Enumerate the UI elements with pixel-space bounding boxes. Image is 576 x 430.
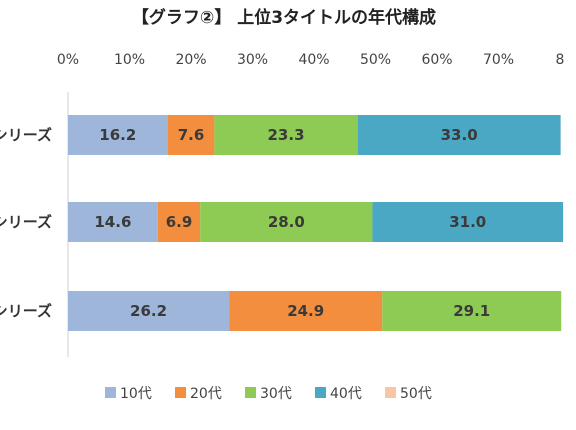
data-label: 7.6 — [178, 126, 205, 144]
category-label: シリーズ — [0, 213, 52, 231]
legend: 10代 20代 30代 40代 50代 — [105, 386, 432, 402]
data-label: 23.3 — [268, 126, 305, 144]
legend-label: 20代 — [190, 386, 222, 402]
category-label: シリーズ — [0, 302, 52, 320]
data-label: 31.0 — [449, 213, 486, 231]
bar-segment — [68, 291, 230, 331]
bar-segment — [157, 202, 201, 242]
data-label: 24.9 — [287, 302, 324, 320]
bar-segment — [372, 202, 564, 242]
x-tick-label: 20% — [175, 52, 206, 68]
x-tick-label: 50% — [360, 52, 391, 68]
bar-segment — [200, 202, 373, 242]
x-tick-label: 0% — [57, 52, 79, 68]
x-tick-label: 60% — [421, 52, 452, 68]
legend-swatch — [245, 387, 256, 398]
bar-segment — [229, 291, 383, 331]
chart-title: 【グラフ②】 上位3タイトルの年代構成 — [132, 7, 436, 28]
bar-segment — [68, 202, 158, 242]
data-label: 26.2 — [130, 302, 167, 320]
bar-segment — [68, 115, 168, 155]
x-tick-label: 30% — [237, 52, 268, 68]
bar-segment — [382, 291, 562, 331]
legend-label: 30代 — [260, 386, 292, 402]
bar-segment — [357, 115, 561, 155]
x-tick-label: 40% — [298, 52, 329, 68]
data-label: 16.2 — [99, 126, 136, 144]
bars: 16.2 7.6 23.3 33.0 14.6 6.9 28.0 31.0 26.2 24.9 29… — [68, 115, 564, 331]
x-tick-label: 8 — [556, 52, 565, 68]
data-label: 6.9 — [166, 213, 193, 231]
x-axis-ticks: 0% 10% 20% 30% 40% 50% 60% 70% 8 — [57, 52, 565, 68]
legend-label: 50代 — [400, 386, 432, 402]
data-label: 29.1 — [453, 302, 490, 320]
data-label: 14.6 — [94, 213, 131, 231]
legend-swatch — [105, 387, 116, 398]
legend-swatch — [385, 387, 396, 398]
x-tick-label: 10% — [114, 52, 145, 68]
legend-swatch — [315, 387, 326, 398]
data-label: 28.0 — [268, 213, 305, 231]
bar-segment — [167, 115, 215, 155]
x-tick-label: 70% — [483, 52, 514, 68]
legend-label: 40代 — [330, 386, 362, 402]
data-label: 33.0 — [441, 126, 478, 144]
legend-label: 10代 — [120, 386, 152, 402]
bar-segment — [214, 115, 358, 155]
legend-swatch — [175, 387, 186, 398]
category-label: シリーズ — [0, 126, 52, 144]
